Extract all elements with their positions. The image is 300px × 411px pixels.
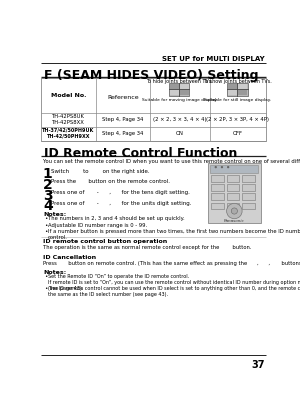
Bar [226,203,239,210]
Bar [242,193,254,200]
Text: 2: 2 [43,178,53,192]
Text: The operation is the same as normal remote control except for the        button.: The operation is the same as normal remo… [43,245,251,250]
Bar [242,175,254,182]
Text: ID Cancellation: ID Cancellation [43,255,96,260]
Circle shape [221,166,223,168]
Bar [211,184,224,191]
Circle shape [227,166,229,168]
Text: SET UP for MULTI DISPLAY: SET UP for MULTI DISPLAY [162,55,265,62]
Bar [238,90,247,95]
Bar [211,175,224,182]
Text: •: • [44,223,48,228]
Text: TH-37/42/50PH9UK
TH-42/50PH9XX: TH-37/42/50PH9UK TH-42/50PH9XX [42,128,94,139]
Text: The ID remote control cannot be used when ID select is set to anything other tha: The ID remote control cannot be used whe… [48,286,300,296]
Text: Model No.: Model No. [51,93,86,98]
Bar [180,84,189,89]
Bar [238,84,247,89]
Text: ID Remote Control Function: ID Remote Control Function [44,147,237,160]
Bar [228,84,237,89]
Text: Switch        to        on the right side.: Switch to on the right side. [52,169,150,174]
Text: TH-42PS8UK
TH-42PS8XX: TH-42PS8UK TH-42PS8XX [52,114,85,125]
Text: Press one of       -      ,      for the tens digit setting.: Press one of - , for the tens digit sett… [52,190,190,195]
Text: You can set the remote control ID when you want to use this remote control on on: You can set the remote control ID when y… [43,159,300,164]
Text: (2 × 2, 3 × 3, 4 × 4): (2 × 2, 3 × 3, 4 × 4) [152,117,206,122]
Bar [169,83,189,96]
Text: ON: ON [176,131,183,136]
Text: 3: 3 [43,189,52,203]
Text: Press       button on remote control. (This has the same effect as pressing the : Press button on remote control. (This ha… [43,261,300,266]
Bar [227,83,248,96]
Text: •: • [44,286,48,291]
Text: To show joints between TVs.: To show joints between TVs. [203,79,272,84]
Circle shape [231,208,238,214]
Text: •: • [44,217,48,222]
Text: To hide joints between TVs.: To hide joints between TVs. [146,79,213,84]
Text: Notes:: Notes: [43,270,66,275]
Text: Step 4, Page 34: Step 4, Page 34 [102,131,143,136]
Text: Suitable for moving image display.: Suitable for moving image display. [142,98,217,102]
Text: Set the Remote ID “On” to operate the ID remote control.
If remote ID is set to : Set the Remote ID “On” to operate the ID… [48,274,300,291]
Bar [242,203,254,210]
Bar [210,165,258,173]
Text: Notes:: Notes: [43,212,66,217]
Text: Adjustable ID number range is 0 - 99.: Adjustable ID number range is 0 - 99. [48,223,147,228]
Bar [226,193,239,200]
Bar [180,90,189,95]
Bar [170,90,178,95]
Text: 37: 37 [251,360,265,370]
Text: Press the       button on the remote control.: Press the button on the remote control. [52,180,170,185]
Bar [226,175,239,182]
Bar [226,184,239,191]
Text: The numbers in 2, 3 and 4 should be set up quickly.: The numbers in 2, 3 and 4 should be set … [48,217,184,222]
Text: Panasonic: Panasonic [224,219,245,224]
Bar [211,203,224,210]
Text: F (SEAM HIDES VIDEO) Setting: F (SEAM HIDES VIDEO) Setting [44,69,258,82]
Bar [170,84,178,89]
Bar [208,162,261,223]
Circle shape [226,203,242,219]
Text: Reference: Reference [107,95,139,100]
Text: Press one of       -      ,      for the units digit setting.: Press one of - , for the units digit set… [52,201,192,206]
Text: Step 4, Page 34: Step 4, Page 34 [102,117,143,122]
Bar [228,90,237,95]
Bar [242,184,254,191]
Text: ID remote control button operation: ID remote control button operation [43,239,167,244]
Text: (2 × 2P, 3 × 3P, 4 × 4P): (2 × 2P, 3 × 3P, 4 × 4P) [206,117,269,122]
Text: 1: 1 [43,167,53,181]
Bar [211,193,224,200]
Circle shape [214,166,217,168]
Bar [41,78,266,141]
Text: •: • [44,274,48,279]
Text: •: • [44,229,48,234]
Text: Suitable for still image display.: Suitable for still image display. [204,98,271,102]
Text: If a number button is pressed more than two times, the first two numbers become : If a number button is pressed more than … [48,229,300,240]
Text: OFF: OFF [232,131,242,136]
Text: 4: 4 [43,199,53,213]
